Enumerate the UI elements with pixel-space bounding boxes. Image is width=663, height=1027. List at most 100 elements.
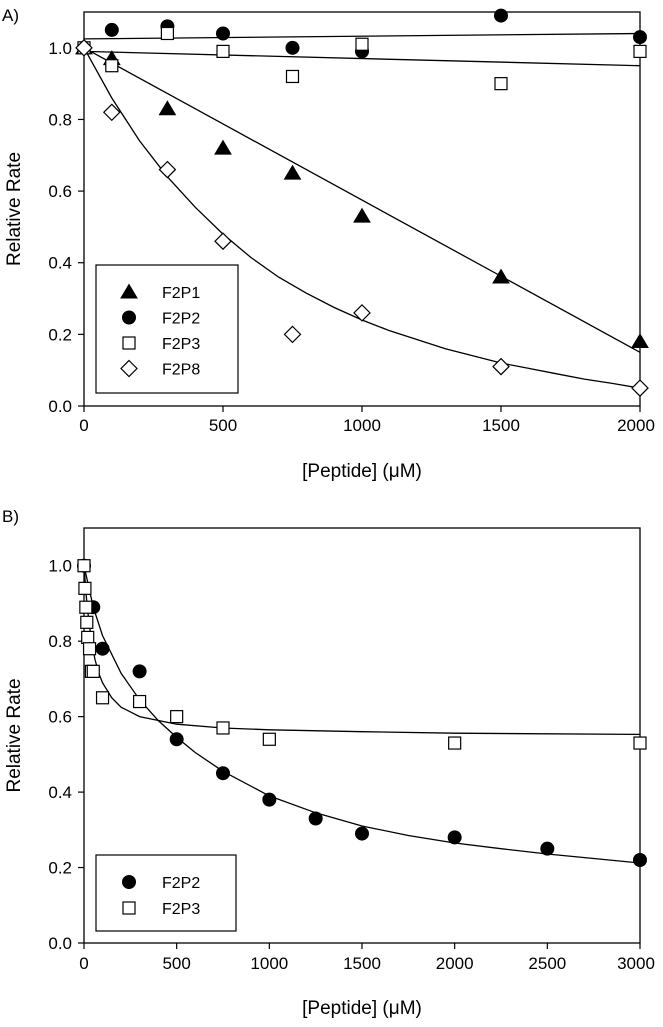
- data-point-f2p3: [633, 44, 647, 59]
- y-tick-label: 1.0: [48, 39, 72, 58]
- legend-marker-f2p2: [122, 310, 136, 325]
- y-tick-label: 0.2: [48, 325, 72, 344]
- x-tick-label: 0: [79, 416, 88, 435]
- chart-panel-a: A) 0.0 0.2 0.4 0.6 0.8 1.0 0 500 1000 1500 2000 [Pep…: [2, 6, 655, 482]
- x-axis-title: [Peptide] (μM): [302, 461, 422, 482]
- chart-panel-b: B) 0.0 0.2 0.4 0.6 0.8 1.0 0 500 1000 1500 2000 2500…: [2, 507, 655, 1019]
- fit-line-f2p2: [83, 32, 641, 40]
- data-point-f2p2: [447, 830, 462, 845]
- y-tick-label: 0.0: [48, 934, 72, 953]
- x-tick-label: 2500: [528, 954, 566, 973]
- y-tick-label: 0.6: [48, 182, 72, 201]
- x-tick-label: 0: [79, 954, 88, 973]
- x-tick-label: 500: [209, 416, 237, 435]
- data-point-f2p1: [631, 333, 649, 349]
- data-point-f2p8: [214, 232, 232, 251]
- data-point-f2p2: [540, 841, 555, 856]
- y-axis-title: Relative Rate: [4, 152, 25, 266]
- legend-label-f2p3: F2P3: [162, 336, 200, 353]
- data-point-f2p2: [216, 766, 230, 781]
- fit-line-f2p1: [83, 47, 641, 353]
- data-point-f2p3: [170, 710, 184, 724]
- legend-label-f2p1: F2P1: [162, 285, 200, 302]
- data-point-f2p3: [262, 732, 276, 746]
- x-tick-label: 2000: [617, 416, 655, 435]
- data-point-f2p1: [492, 268, 510, 284]
- y-tick-label: 0.2: [48, 859, 72, 878]
- x-axis-title: [Peptide] (μM): [302, 998, 422, 1019]
- data-point-f2p8: [102, 103, 121, 122]
- panel-label: A): [2, 6, 19, 25]
- data-point-f2p3: [494, 77, 508, 91]
- x-tick-label: 2000: [436, 954, 474, 973]
- data-point-f2p2: [169, 732, 184, 747]
- legend-label-f2p2: F2P2: [162, 875, 200, 892]
- legend: F2P1 F2P2 F2P3 F2P8: [95, 264, 239, 394]
- y-tick-label: 0.6: [48, 708, 72, 727]
- data-point-f2p3: [78, 581, 92, 595]
- legend-marker-f2p3: [122, 336, 136, 350]
- legend-marker-f2p1: [120, 283, 138, 299]
- legend-box: [95, 854, 237, 932]
- panel-label: B): [2, 507, 19, 526]
- x-tick-label: 1000: [343, 416, 381, 435]
- data-point-f2p3: [82, 642, 97, 656]
- data-point-f2p8: [631, 379, 649, 397]
- data-point-f2p3: [160, 26, 174, 41]
- fit-line-f2p3: [83, 50, 641, 67]
- x-tick-label: 1000: [250, 954, 288, 973]
- data-point-f2p2: [104, 22, 119, 37]
- data-point-f2p1: [158, 100, 177, 116]
- legend-label-f2p8: F2P8: [162, 362, 200, 379]
- legend-marker-f2p3: [122, 901, 136, 915]
- data-point-f2p3: [80, 615, 94, 629]
- y-tick-label: 0.0: [48, 397, 72, 416]
- data-point-f2p2: [132, 664, 147, 679]
- data-point-f2p2: [308, 811, 323, 826]
- data-point-f2p3: [77, 559, 91, 573]
- data-point-f2p2: [262, 792, 277, 807]
- data-point-f2p1: [353, 207, 371, 223]
- x-tick-label: 500: [162, 954, 190, 973]
- y-tick-label: 0.4: [48, 254, 72, 273]
- data-point-f2p8: [492, 357, 510, 376]
- legend: F2P2 F2P3: [95, 854, 237, 932]
- data-point-f2p3: [105, 59, 119, 73]
- data-point-f2p3: [81, 630, 95, 645]
- legend-box: [95, 264, 239, 394]
- y-tick-label: 1.0: [48, 557, 72, 576]
- data-point-f2p8: [158, 160, 177, 179]
- data-point-f2p3: [448, 736, 462, 750]
- fit-line-f2p2: [83, 565, 641, 864]
- data-point-f2p2: [95, 641, 110, 656]
- legend-marker-f2p2: [122, 875, 136, 889]
- y-tick-label: 0.8: [48, 632, 72, 651]
- data-point-f2p2: [216, 26, 230, 41]
- data-point-f2p2: [633, 30, 647, 45]
- legend-label-f2p2: F2P2: [162, 311, 200, 328]
- data-point-f2p3: [285, 69, 300, 84]
- legend-label-f2p3: F2P3: [162, 901, 200, 918]
- y-tick-label: 0.4: [48, 783, 72, 802]
- data-point-f2p3: [633, 736, 647, 750]
- data-point-f2p2: [633, 853, 647, 867]
- data-point-f2p3: [355, 37, 369, 51]
- y-axis-title: Relative Rate: [4, 678, 25, 792]
- data-point-f2p3: [86, 664, 100, 678]
- data-point-f2p8: [353, 304, 371, 322]
- data-point-f2p3: [133, 694, 147, 709]
- data-point-f2p1: [214, 139, 232, 155]
- x-tick-label: 1500: [482, 416, 520, 435]
- data-point-f2p2: [285, 40, 300, 55]
- data-point-f2p3: [216, 721, 230, 735]
- data-point-f2p8: [283, 325, 302, 344]
- data-point-f2p8: [75, 38, 93, 57]
- data-point-f2p3: [79, 600, 93, 614]
- data-point-f2p2: [494, 8, 508, 23]
- fit-line-f2p3: [83, 565, 641, 736]
- data-point-f2p3: [95, 691, 110, 705]
- x-tick-label: 3000: [617, 954, 655, 973]
- legend-marker-f2p8: [120, 359, 138, 378]
- data-point-f2p1: [283, 164, 302, 180]
- data-point-f2p2: [355, 826, 369, 841]
